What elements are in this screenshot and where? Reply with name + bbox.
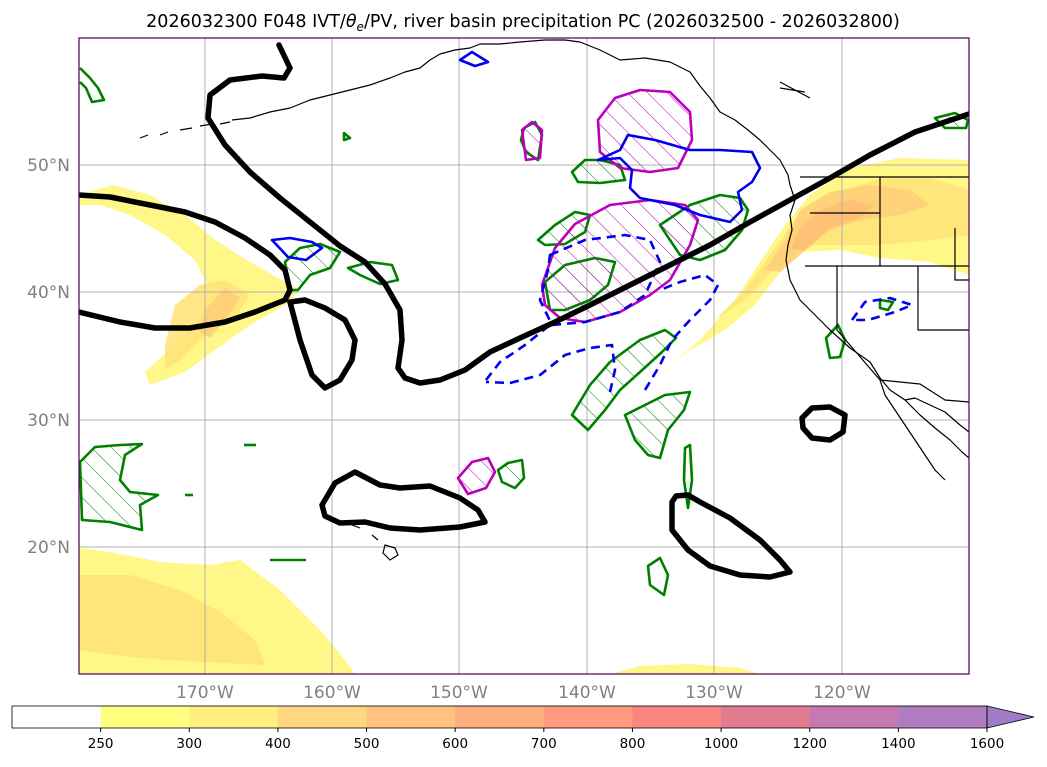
lon-tick-170w: 170°W bbox=[176, 683, 234, 703]
colorbar-tick-label: 250 bbox=[88, 736, 114, 752]
pv-layer bbox=[79, 42, 969, 580]
ivt-fill-subtropics-inner bbox=[79, 575, 265, 665]
colorbar-tick-label: 1400 bbox=[881, 736, 915, 752]
ivt-fill-westcoast-mid bbox=[715, 178, 969, 320]
precip-green-stub-4 bbox=[342, 131, 352, 142]
colorbar-swatch bbox=[898, 706, 988, 728]
colorbar-tick-label: 1600 bbox=[970, 736, 1004, 752]
colorbar-swatch bbox=[100, 706, 190, 728]
colorbar-swatch bbox=[366, 706, 456, 728]
precip-green-small-4 bbox=[519, 120, 544, 162]
precip-magenta-north bbox=[596, 88, 694, 174]
colorbar-tick-label: 1200 bbox=[793, 736, 827, 752]
theta-e-dashed-coast bbox=[850, 296, 914, 322]
pv-contour-small-ring bbox=[799, 404, 848, 443]
precip-magenta-layer bbox=[456, 88, 700, 496]
precip-green-central-e bbox=[346, 260, 400, 286]
precip-magenta-main bbox=[540, 198, 700, 324]
lat-tick-30n: 30°N bbox=[27, 411, 70, 431]
precip-magenta-tiny bbox=[520, 120, 544, 162]
coast-alaska-peninsula bbox=[231, 39, 791, 186]
lon-tick-140w: 140°W bbox=[558, 683, 616, 703]
precip-green-small-5 bbox=[824, 323, 847, 360]
theta-e-dashed-south bbox=[484, 323, 617, 393]
map-panel bbox=[79, 38, 969, 674]
colorbar-swatch bbox=[543, 706, 633, 728]
pv-contour-subtropics-w bbox=[319, 469, 488, 533]
colorbar-swatch bbox=[12, 706, 102, 728]
colorbar-tick-label: 1000 bbox=[704, 736, 738, 752]
pv-contour-cutoff-north bbox=[287, 297, 358, 391]
colorbar-swatch bbox=[721, 706, 811, 728]
lat-tick-40n: 40°N bbox=[27, 283, 70, 303]
lon-tick-120w: 120°W bbox=[813, 683, 871, 703]
map-frame bbox=[78, 37, 970, 675]
coastline-layer bbox=[139, 39, 969, 561]
colorbar-tick-label: 400 bbox=[265, 736, 291, 752]
lat-tick-20n: 20°N bbox=[27, 538, 70, 558]
lat-axis: 50°N 40°N 30°N 20°N bbox=[27, 156, 70, 558]
colorbar-tick-label: 800 bbox=[620, 736, 646, 752]
colorbar-tick-label: 500 bbox=[354, 736, 380, 752]
lon-tick-130w: 130°W bbox=[685, 683, 743, 703]
colorbar-swatches bbox=[12, 706, 988, 728]
precip-green-alaska bbox=[79, 67, 106, 104]
colorbar-swatch bbox=[277, 706, 368, 728]
colorbar-tick-label: 300 bbox=[176, 736, 202, 752]
lon-axis: 170°W 160°W 150°W 140°W 130°W 120°W bbox=[176, 683, 871, 703]
theta-e-layer bbox=[270, 50, 914, 393]
theta-e-solid-north bbox=[596, 133, 762, 224]
lon-tick-160w: 160°W bbox=[303, 683, 361, 703]
coast-baja bbox=[879, 379, 969, 481]
ivt-fill-subtropics-east bbox=[610, 664, 760, 674]
colorbar-tick-label: 600 bbox=[442, 736, 468, 752]
coast-islands-misc bbox=[779, 81, 967, 119]
precip-green-small-6 bbox=[878, 298, 895, 312]
lat-tick-50n: 50°N bbox=[27, 156, 70, 176]
precip-green-band-se bbox=[623, 390, 692, 460]
theta-e-solid-tiny bbox=[458, 50, 490, 68]
pv-contour-jet bbox=[205, 42, 969, 386]
precip-green-small-2 bbox=[646, 556, 670, 597]
precip-magenta-south bbox=[456, 456, 497, 496]
colorbar-tick-label: 700 bbox=[531, 736, 557, 752]
theta-e-solid-west bbox=[270, 236, 324, 262]
coast-hawaii bbox=[329, 519, 399, 561]
lon-tick-150w: 150°W bbox=[430, 683, 488, 703]
pv-contour-main bbox=[79, 192, 293, 331]
colorbar-swatch bbox=[632, 706, 722, 728]
colorbar: 250 300 400 500 600 700 800 1000 1200 1400 1600 bbox=[11, 705, 1035, 752]
precip-green-small-1 bbox=[496, 458, 526, 490]
precip-green-sw bbox=[79, 442, 160, 532]
colorbar-swatch bbox=[455, 706, 545, 728]
precip-green-band-ne bbox=[570, 158, 627, 185]
colorbar-frame bbox=[11, 705, 988, 729]
ivt-fill-westcoast-inner bbox=[765, 185, 930, 272]
chart-title: 2026032300 F048 IVT/θe/PV, river basin p… bbox=[146, 12, 900, 34]
colorbar-ticks: 250 300 400 500 600 700 800 1000 1200 1400 1600 bbox=[88, 728, 1004, 752]
colorbar-swatch bbox=[809, 706, 899, 728]
pv-contour-subtropics-e bbox=[669, 492, 793, 580]
colorbar-swatch bbox=[189, 706, 279, 728]
border-us-mexico bbox=[879, 379, 969, 403]
gridlines bbox=[79, 38, 969, 674]
border-states bbox=[805, 177, 969, 381]
colorbar-extend-arrow bbox=[986, 705, 1035, 729]
coast-westcoast bbox=[785, 184, 969, 459]
theta-e-dashed-east bbox=[643, 273, 720, 391]
coast-aleutians bbox=[139, 121, 231, 139]
